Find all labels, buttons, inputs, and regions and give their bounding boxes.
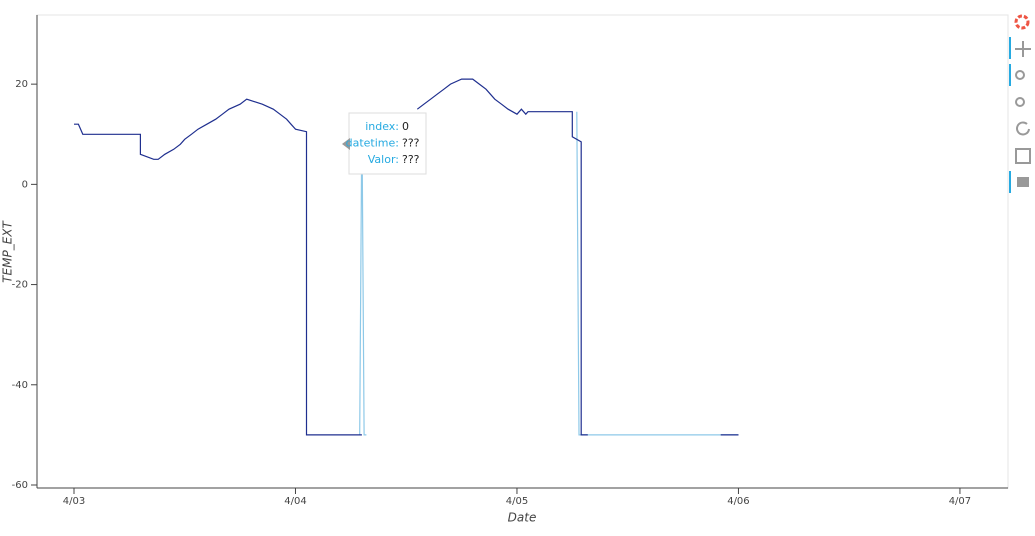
tooltip-value: ??? — [402, 153, 420, 166]
tooltip-value: 0 — [402, 120, 409, 133]
bokeh-logo[interactable] — [1014, 14, 1030, 30]
x-tick-label: 4/07 — [949, 496, 971, 507]
tooltip-label: Valor: — [368, 153, 399, 166]
y-tick-label: -20 — [12, 280, 28, 291]
x-axis-title: Date — [508, 511, 537, 525]
pan-tool[interactable] — [1015, 41, 1031, 57]
tooltip-label: index: — [365, 120, 399, 133]
hover-tool[interactable] — [1017, 177, 1029, 187]
toolbar — [1009, 14, 1031, 193]
tool-active — [1009, 37, 1011, 59]
y-tick-label: -40 — [12, 380, 28, 391]
tool-active — [1009, 64, 1011, 86]
tool-active — [1009, 171, 1011, 193]
tooltip-arrow — [342, 138, 350, 150]
reset-tool[interactable] — [1016, 121, 1030, 136]
series-line — [359, 111, 739, 436]
y-tick-label: 0 — [22, 179, 28, 190]
wheel-zoom-tool[interactable] — [1015, 70, 1025, 80]
x-tick-label: 4/03 — [63, 496, 85, 507]
x-tick-label: 4/04 — [284, 496, 306, 507]
plot-area — [36, 14, 1009, 489]
x-tick-label: 4/05 — [506, 496, 528, 507]
tooltip-value: ??? — [402, 137, 420, 150]
zoom-tool[interactable] — [1015, 97, 1025, 107]
y-axis-title: TEMP_EXT — [1, 220, 15, 283]
tooltip-label: datetime: — [346, 137, 399, 150]
series-line — [74, 78, 739, 436]
y-tick-label: -60 — [12, 480, 28, 491]
y-tick-label: 20 — [15, 79, 28, 90]
save-tool[interactable] — [1015, 148, 1031, 164]
x-tick-label: 4/06 — [727, 496, 749, 507]
